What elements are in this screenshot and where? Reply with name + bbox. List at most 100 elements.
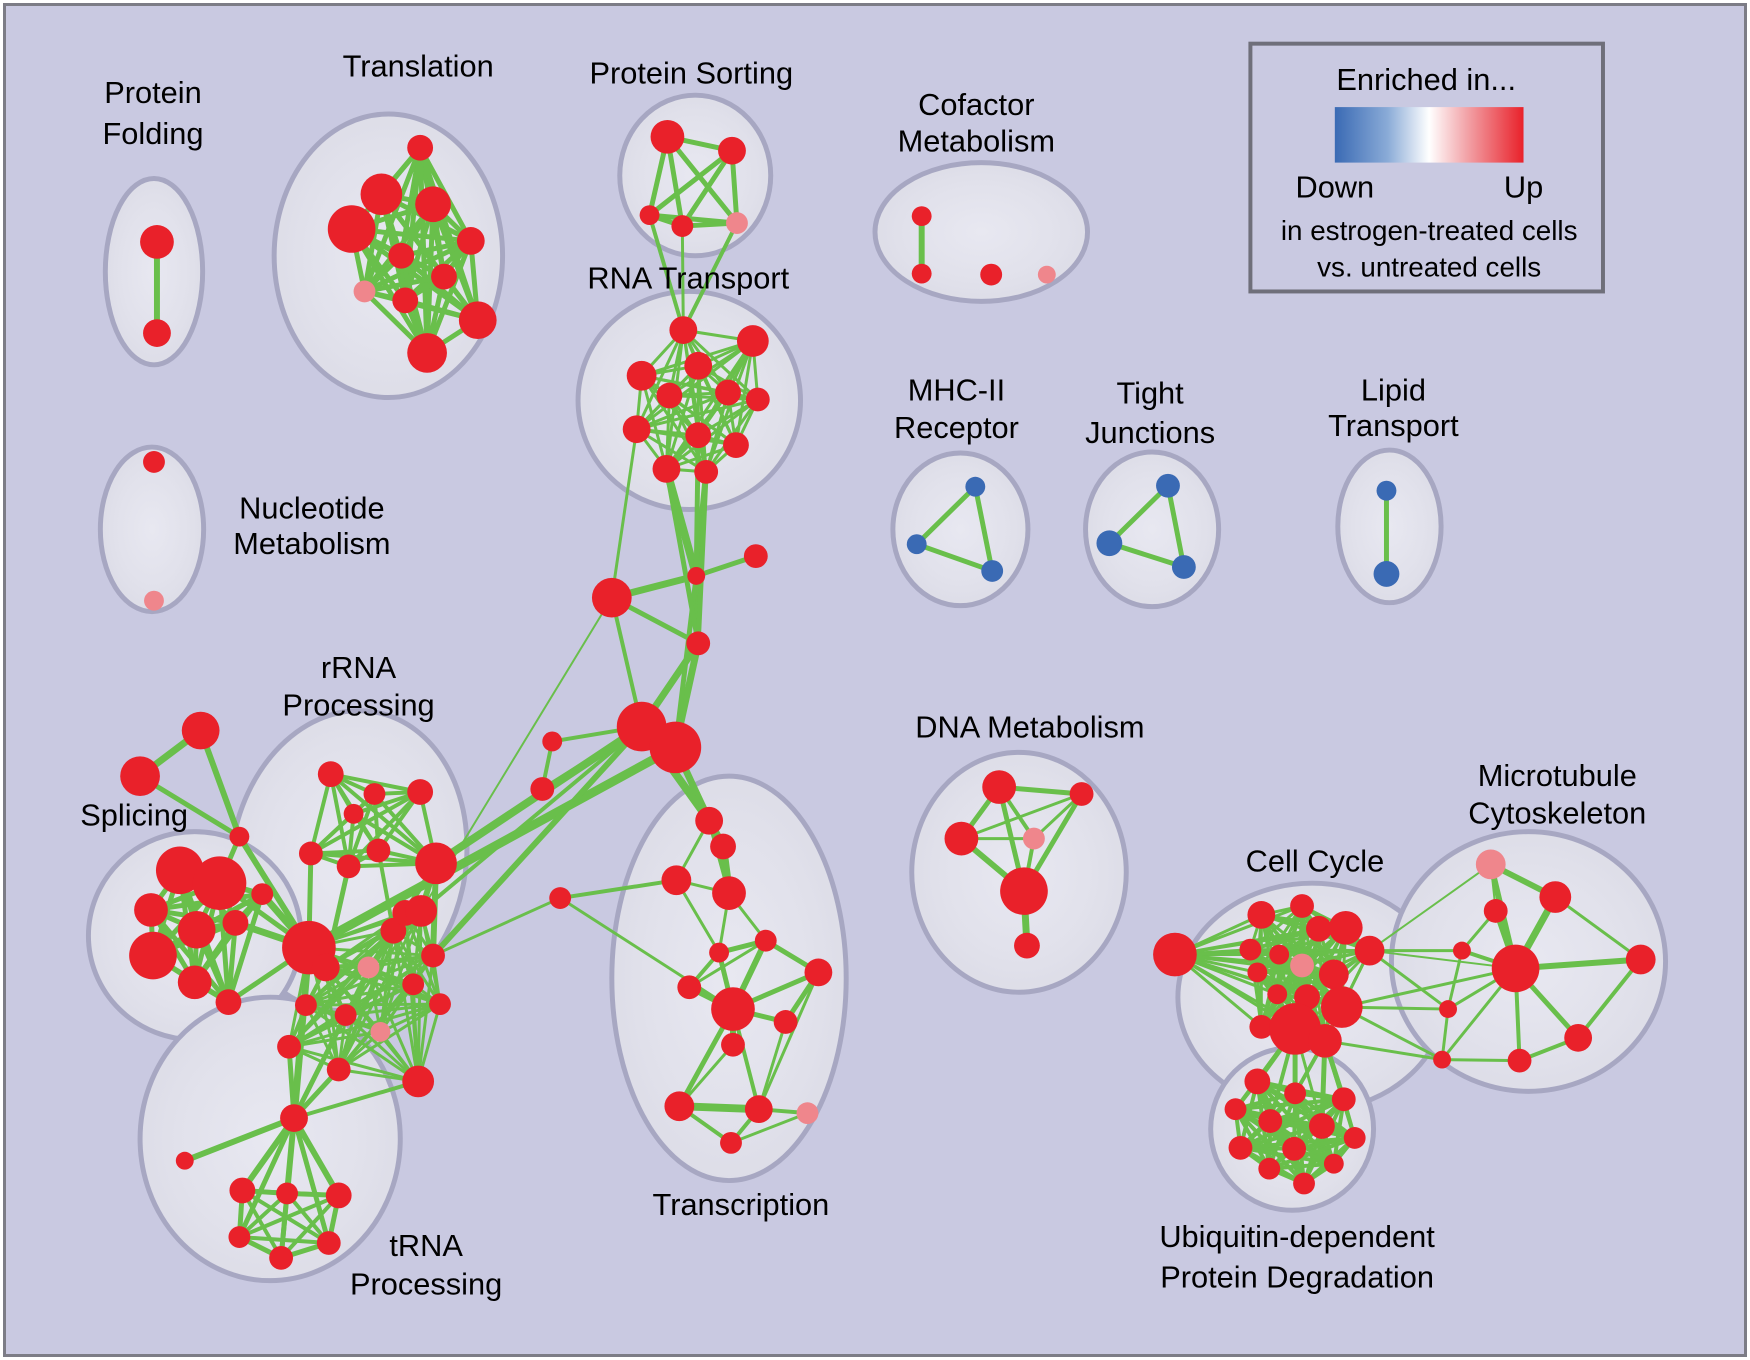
cluster-label-microtubule-cytoskeleton: Cytoskeleton xyxy=(1468,796,1646,831)
node-central-hub-13 xyxy=(402,1065,435,1098)
node-ubiquitin-degradation-3 xyxy=(1224,1098,1247,1121)
node-protein-folding-0 xyxy=(140,225,174,259)
node-trna-processing-6 xyxy=(316,1231,341,1255)
node-connector-1 xyxy=(591,577,632,618)
node-dna-metabolism-3 xyxy=(1022,827,1045,850)
node-ubiquitin-degradation-9 xyxy=(1258,1157,1281,1180)
node-rrna-processing-6 xyxy=(415,842,457,885)
edge-trna-processing xyxy=(237,1235,331,1245)
node-mhc-ii-receptor-1 xyxy=(906,534,927,555)
edge-dna-metabolism xyxy=(959,792,1084,841)
node-microtubule-cytoskeleton-1 xyxy=(1539,881,1572,913)
node-ubiquitin-degradation-0 xyxy=(1244,1068,1271,1095)
node-cell-cycle-6 xyxy=(1269,944,1290,965)
node-microtubule-cytoskeleton-5 xyxy=(1625,944,1656,975)
legend-caption-line2: vs. untreated cells xyxy=(1317,252,1541,283)
node-rna-transport-11 xyxy=(694,459,719,484)
edge-central-hub xyxy=(416,954,435,1083)
node-connector-7 xyxy=(530,777,555,801)
node-ubiquitin-degradation-1 xyxy=(1284,1082,1307,1105)
node-cell-cycle-5 xyxy=(1239,938,1262,961)
edge-translation xyxy=(349,226,430,356)
link-edge-cell-cycle-microtubule-cytoskeleton xyxy=(1368,949,1517,970)
node-translation-9 xyxy=(458,301,497,340)
edge-central-hub xyxy=(344,1002,442,1017)
node-nucleotide-metabolism-1 xyxy=(144,590,164,611)
edge-transcription xyxy=(729,1111,809,1145)
node-transcription-9 xyxy=(711,987,755,1031)
node-central-hub-6 xyxy=(357,956,380,979)
node-trna-processing-4 xyxy=(228,1226,251,1248)
node-ubiquitin-degradation-6 xyxy=(1228,1135,1253,1160)
edge-rna-transport xyxy=(667,394,738,447)
node-protein-sorting-3 xyxy=(671,215,694,237)
cluster-label-mhc-ii-receptor: MHC-II xyxy=(908,373,1005,408)
node-microtubule-cytoskeleton-0 xyxy=(1475,849,1506,880)
node-translation-1 xyxy=(360,173,403,216)
edge-rrna-processing xyxy=(346,790,423,869)
edge-trna-processing xyxy=(239,1115,297,1194)
node-cell-cycle-13 xyxy=(1320,986,1363,1028)
node-cell-cycle-2 xyxy=(1290,894,1314,918)
cluster-labels: Translation Protein Folding Protein Sorting… xyxy=(80,48,1646,1301)
node-rrna-processing-2 xyxy=(407,779,434,805)
cluster-label-lipid-transport: Transport xyxy=(1328,408,1459,443)
cluster-label-protein-folding: Folding xyxy=(103,116,204,151)
edge-mhc-ii-receptor xyxy=(914,541,995,574)
edge-microtubule-cytoskeleton xyxy=(1440,1058,1522,1063)
node-translation-4 xyxy=(456,227,485,255)
cluster-label-cofactor-metabolism: Cofactor xyxy=(918,87,1034,122)
cluster-label-mhc-ii-receptor: Receptor xyxy=(894,410,1019,445)
node-cofactor-metabolism-0 xyxy=(911,206,932,227)
node-cell-cycle-16 xyxy=(1308,1023,1342,1058)
link-edge-rna-transport-connector xyxy=(663,466,701,646)
node-transcription-0 xyxy=(695,806,724,835)
node-central-hub-4 xyxy=(405,895,438,927)
cluster-ellipse-mhc-ii-receptor xyxy=(890,450,1031,609)
edge-trna-processing xyxy=(236,1115,297,1240)
node-microtubule-cytoskeleton-9 xyxy=(1433,1050,1452,1069)
node-rna-transport-4 xyxy=(656,382,683,409)
link-edge-cell-cycle-microtubule-cytoskeleton xyxy=(1340,966,1518,1009)
node-protein-sorting-2 xyxy=(639,205,660,226)
node-cell-cycle-10 xyxy=(1247,962,1268,983)
node-splicing-8 xyxy=(251,883,274,905)
edge-ubiquitin-degradation xyxy=(1233,1097,1346,1112)
cluster-label-lipid-transport: Lipid xyxy=(1361,373,1426,408)
edge-mhc-ii-receptor xyxy=(914,484,978,547)
edge-protein-sorting xyxy=(664,134,740,226)
node-transcription-5 xyxy=(754,929,777,952)
node-ubiquitin-degradation-2 xyxy=(1331,1087,1356,1112)
edge-trna-processing xyxy=(240,1188,284,1260)
edge-trna-processing xyxy=(291,1115,342,1199)
node-transcription-15 xyxy=(720,1131,742,1154)
edge-central-hub xyxy=(304,1003,341,1072)
edge-ubiquitin-degradation xyxy=(1238,1124,1324,1150)
node-dna-metabolism-2 xyxy=(944,821,979,856)
legend-down-label: Down xyxy=(1295,169,1374,204)
link-edge-rna-transport-connector xyxy=(610,427,639,600)
node-splicing-satellite-1 xyxy=(120,756,160,796)
node-dna-metabolism-4 xyxy=(1000,867,1048,915)
link-edge-connector-central-hub xyxy=(304,742,680,953)
edge-protein-sorting xyxy=(679,148,735,229)
node-mhc-ii-receptor-2 xyxy=(981,560,1004,582)
node-rrna-processing-1 xyxy=(363,783,386,805)
node-ubiquitin-degradation-4 xyxy=(1258,1109,1283,1133)
network-canvas: Translation Protein Folding Protein Sorting… xyxy=(80,41,1669,1302)
node-trna-processing-7 xyxy=(175,1151,194,1170)
cluster-label-microtubule-cytoskeleton: Microtubule xyxy=(1478,758,1637,793)
cluster-label-transcription: Transcription xyxy=(653,1187,830,1222)
node-rna-transport-5 xyxy=(715,379,741,406)
cluster-label-dna-metabolism: DNA Metabolism xyxy=(915,710,1144,745)
node-tight-junctions-0 xyxy=(1156,473,1180,498)
node-transcription-7 xyxy=(677,975,702,1000)
edge-transcription xyxy=(687,939,768,989)
node-translation-0 xyxy=(407,134,434,161)
link-edge-central-hub-transcription xyxy=(431,896,562,958)
node-connector-6 xyxy=(542,731,563,752)
node-protein-sorting-0 xyxy=(650,119,685,154)
node-transcription-8 xyxy=(804,958,833,987)
node-cell-cycle-1 xyxy=(1247,901,1276,929)
node-cofactor-metabolism-2 xyxy=(980,263,1003,286)
